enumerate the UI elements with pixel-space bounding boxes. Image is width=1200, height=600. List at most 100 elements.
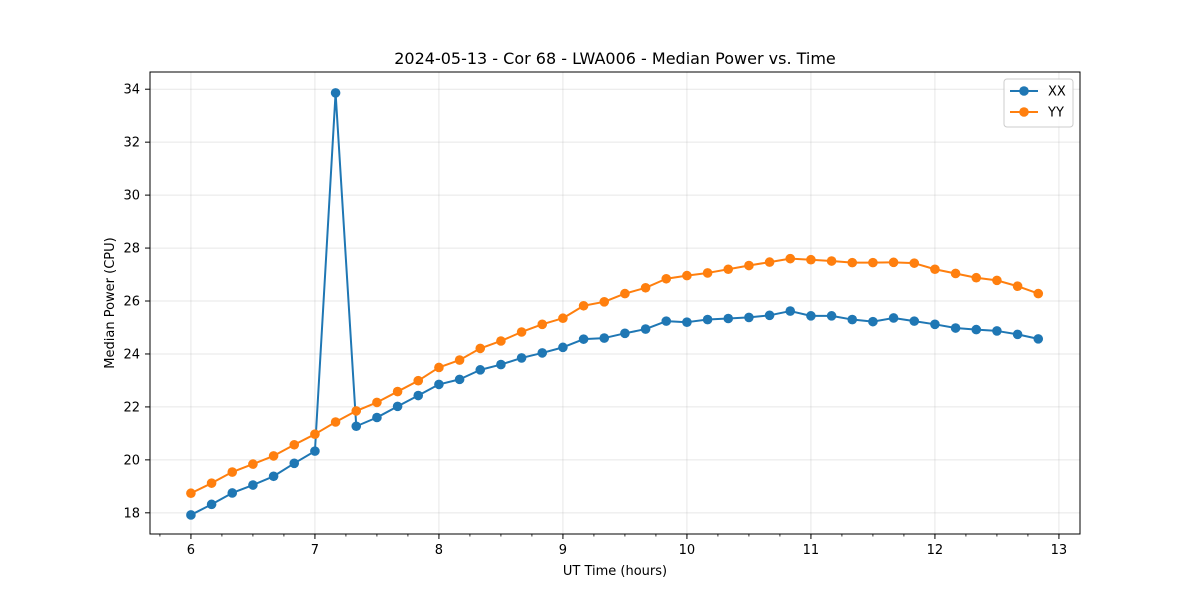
data-point-xx bbox=[413, 390, 424, 401]
x-tick-label: 12 bbox=[927, 543, 944, 558]
data-point-yy bbox=[640, 282, 651, 293]
data-point-xx bbox=[372, 412, 382, 423]
y-tick-label: 22 bbox=[123, 400, 140, 415]
grid-layer bbox=[150, 72, 1080, 534]
y-tick-label: 30 bbox=[123, 189, 140, 204]
data-point-yy bbox=[826, 256, 837, 266]
y-tick-label: 18 bbox=[123, 506, 140, 521]
data-point-xx bbox=[248, 480, 258, 490]
data-point-yy bbox=[868, 257, 878, 268]
x-tick-label: 8 bbox=[435, 543, 443, 558]
data-point-yy bbox=[537, 319, 548, 330]
data-point-yy bbox=[950, 268, 961, 279]
series-layer bbox=[186, 88, 1044, 520]
data-point-xx bbox=[516, 353, 527, 363]
legend-label-xx: XX bbox=[1048, 85, 1066, 100]
data-point-yy bbox=[888, 257, 899, 268]
data-point-xx bbox=[496, 359, 506, 370]
y-tick-label: 32 bbox=[123, 136, 140, 151]
x-tick-label: 6 bbox=[187, 543, 195, 558]
data-point-xx bbox=[723, 313, 734, 324]
data-point-yy bbox=[206, 478, 217, 488]
data-point-xx bbox=[454, 374, 465, 385]
data-point-xx bbox=[992, 326, 1002, 336]
legend-marker-yy bbox=[1019, 107, 1029, 117]
data-point-yy bbox=[764, 257, 775, 267]
data-point-yy bbox=[496, 336, 506, 346]
data-point-yy bbox=[558, 313, 568, 324]
data-point-yy bbox=[372, 397, 382, 408]
data-point-xx bbox=[661, 316, 672, 326]
data-point-yy bbox=[392, 386, 403, 397]
data-point-xx bbox=[744, 312, 754, 323]
data-point-yy bbox=[702, 268, 713, 278]
data-point-yy bbox=[351, 406, 362, 416]
data-point-yy bbox=[847, 257, 858, 268]
data-point-xx bbox=[578, 334, 589, 344]
x-tick-label: 9 bbox=[559, 543, 567, 558]
data-point-xx bbox=[310, 446, 320, 456]
data-point-yy bbox=[744, 260, 754, 271]
data-point-yy bbox=[620, 288, 630, 299]
x-tick-label: 13 bbox=[1051, 543, 1068, 558]
data-point-yy bbox=[475, 343, 486, 354]
data-point-yy bbox=[1033, 288, 1044, 299]
legend: XX YY bbox=[1003, 78, 1074, 128]
data-point-yy bbox=[516, 327, 527, 337]
data-point-yy bbox=[785, 253, 796, 264]
data-point-yy bbox=[1012, 281, 1023, 291]
data-point-yy bbox=[599, 297, 610, 307]
data-point-yy bbox=[289, 439, 300, 450]
data-point-xx bbox=[868, 316, 878, 327]
y-tick-label: 24 bbox=[123, 347, 140, 362]
data-point-yy bbox=[268, 451, 279, 461]
data-point-yy bbox=[227, 467, 238, 477]
data-point-xx bbox=[186, 510, 196, 520]
plot-area bbox=[150, 72, 1080, 534]
x-tick-label: 7 bbox=[311, 543, 319, 558]
chart-title: 2024-05-13 - Cor 68 - LWA006 - Median Po… bbox=[394, 49, 836, 68]
x-axis-label: UT Time (hours) bbox=[563, 564, 667, 579]
data-point-xx bbox=[227, 488, 238, 498]
data-point-xx bbox=[702, 314, 713, 325]
y-tick-label: 20 bbox=[123, 453, 140, 468]
data-point-xx bbox=[826, 311, 837, 321]
data-point-yy bbox=[248, 459, 258, 469]
data-point-xx bbox=[558, 342, 568, 353]
x-tick-label: 11 bbox=[803, 543, 820, 558]
data-point-yy bbox=[413, 375, 424, 386]
data-point-xx bbox=[930, 319, 940, 330]
legend-marker-xx bbox=[1019, 86, 1029, 96]
data-point-xx bbox=[888, 313, 899, 323]
data-point-yy bbox=[723, 264, 734, 275]
data-point-xx bbox=[764, 310, 775, 321]
data-point-xx bbox=[330, 88, 341, 98]
axes-frame bbox=[149, 71, 1081, 535]
data-point-xx bbox=[785, 306, 796, 316]
x-tick-label: 10 bbox=[679, 543, 696, 558]
data-point-xx bbox=[1012, 329, 1023, 340]
data-point-yy bbox=[682, 270, 692, 281]
legend-label-yy: YY bbox=[1047, 106, 1064, 121]
data-point-xx bbox=[599, 333, 610, 343]
data-point-xx bbox=[950, 323, 961, 333]
data-point-xx bbox=[1033, 334, 1044, 344]
data-point-xx bbox=[909, 316, 920, 326]
data-point-yy bbox=[661, 273, 672, 284]
data-point-yy bbox=[186, 488, 196, 499]
data-point-yy bbox=[310, 429, 320, 439]
data-point-xx bbox=[682, 317, 692, 327]
data-point-xx bbox=[537, 348, 548, 358]
y-tick-label: 34 bbox=[123, 83, 140, 98]
data-point-yy bbox=[909, 258, 920, 268]
data-point-yy bbox=[930, 264, 940, 275]
data-point-xx bbox=[206, 499, 217, 510]
data-point-xx bbox=[971, 324, 982, 335]
data-point-xx bbox=[640, 324, 651, 334]
data-point-yy bbox=[806, 254, 816, 265]
data-point-yy bbox=[578, 300, 589, 311]
data-point-yy bbox=[454, 355, 465, 365]
data-point-yy bbox=[992, 275, 1002, 286]
data-point-yy bbox=[434, 362, 444, 373]
y-tick-label: 28 bbox=[123, 242, 140, 257]
